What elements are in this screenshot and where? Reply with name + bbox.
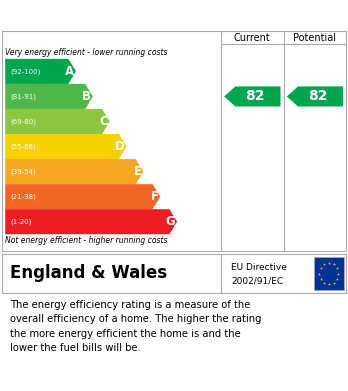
Text: (92-100): (92-100) <box>10 68 41 75</box>
Text: A: A <box>65 65 74 78</box>
Polygon shape <box>224 86 280 106</box>
Text: D: D <box>115 140 125 153</box>
Text: England & Wales: England & Wales <box>10 264 168 283</box>
Text: (81-91): (81-91) <box>10 93 37 100</box>
Polygon shape <box>5 209 177 234</box>
Text: Energy Efficiency Rating: Energy Efficiency Rating <box>10 8 202 22</box>
Text: Current: Current <box>234 33 271 43</box>
Text: (21-38): (21-38) <box>10 194 36 200</box>
Text: 82: 82 <box>245 90 265 104</box>
Polygon shape <box>5 134 127 159</box>
Text: Not energy efficient - higher running costs: Not energy efficient - higher running co… <box>5 237 168 246</box>
Text: B: B <box>82 90 91 103</box>
Polygon shape <box>5 84 93 109</box>
Text: 82: 82 <box>308 90 327 104</box>
Text: (39-54): (39-54) <box>10 169 36 175</box>
Text: C: C <box>99 115 108 128</box>
Text: The energy efficiency rating is a measure of the
overall efficiency of a home. T: The energy efficiency rating is a measur… <box>10 300 262 353</box>
Text: Very energy efficient - lower running costs: Very energy efficient - lower running co… <box>5 48 168 57</box>
Text: G: G <box>166 215 175 228</box>
Text: 2002/91/EC: 2002/91/EC <box>231 277 284 286</box>
Polygon shape <box>5 184 160 209</box>
Text: E: E <box>134 165 142 178</box>
Text: (55-68): (55-68) <box>10 143 36 150</box>
Polygon shape <box>287 86 343 106</box>
Text: F: F <box>151 190 159 203</box>
Text: EU Directive: EU Directive <box>231 262 287 272</box>
Polygon shape <box>5 159 143 184</box>
Polygon shape <box>5 59 76 84</box>
Polygon shape <box>5 109 110 134</box>
Text: Potential: Potential <box>293 33 337 43</box>
FancyBboxPatch shape <box>314 257 343 290</box>
Text: (69-80): (69-80) <box>10 118 37 125</box>
Text: (1-20): (1-20) <box>10 219 32 225</box>
